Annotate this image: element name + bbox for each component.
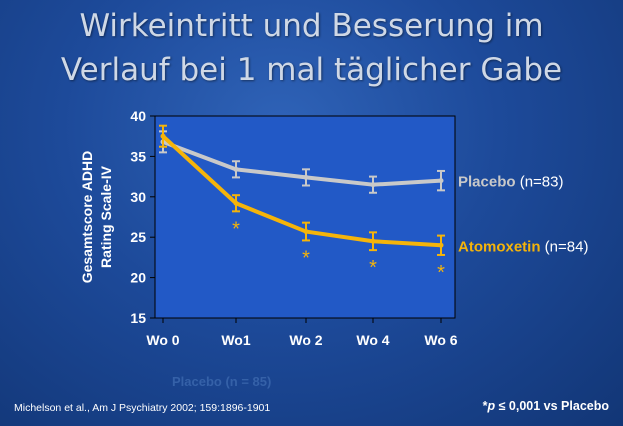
footnote-p: p <box>487 399 496 413</box>
placebo-legend-n: (n=83) <box>520 174 564 191</box>
placebo-point <box>233 166 239 172</box>
atomoxetin-point <box>233 200 239 206</box>
atomoxetin-point <box>370 238 376 244</box>
atomoxetin-significance-marker: * <box>369 257 377 279</box>
y-tick-label: 25 <box>130 229 146 245</box>
placebo-legend-label: Placebo (n=83) <box>458 174 563 191</box>
atomoxetin-legend-name: Atomoxetin <box>458 238 545 255</box>
y-axis-label-line-1: Gesamtscore ADHD <box>79 151 95 284</box>
slide-title: Wirkeintritt und Besserung im Verlauf be… <box>0 4 623 92</box>
x-tick-label: Wo1 <box>221 332 251 348</box>
placebo-point <box>438 178 444 184</box>
x-tick-label: Wo 0 <box>146 332 179 348</box>
x-tick-label: Wo 2 <box>289 332 322 348</box>
title-line-2: Verlauf bei 1 mal täglicher Gabe <box>60 52 563 88</box>
atomoxetin-point <box>303 229 309 235</box>
plot-area <box>154 115 456 319</box>
atomoxetin-point <box>160 133 166 139</box>
atomoxetin-point <box>438 242 444 248</box>
y-axis-label-line-2: Rating Scale-IV <box>98 165 114 268</box>
footnote-rest: ≤ 0,001 vs Placebo <box>495 399 609 413</box>
placebo-point <box>303 174 309 180</box>
y-axis-label: Gesamtscore ADHD Rating Scale-IV <box>79 151 114 284</box>
significance-footnote: *p ≤ 0,001 vs Placebo <box>483 399 609 413</box>
footnote-prefix: * <box>482 399 488 413</box>
placebo-legend-name: Placebo <box>458 174 520 191</box>
title-line-1: Wirkeintritt und Besserung im <box>79 8 544 44</box>
y-tick-label: 40 <box>130 108 146 124</box>
y-tick-label: 20 <box>130 270 146 286</box>
placebo-point <box>370 182 376 188</box>
y-tick-label: 30 <box>130 189 146 205</box>
x-tick-label: Wo 4 <box>356 332 389 348</box>
y-tick-label: 35 <box>130 148 146 164</box>
atomoxetin-significance-marker: * <box>302 247 310 269</box>
atomoxetin-significance-marker: * <box>437 262 445 284</box>
atomoxetin-significance-marker: * <box>232 218 240 240</box>
source-citation: Michelson et al., Am J Psychiatry 2002; … <box>14 402 271 414</box>
y-tick-label: 15 <box>130 310 146 326</box>
faded-placebo-label: Placebo (n = 85) <box>172 374 272 389</box>
atomoxetin-legend-label: Atomoxetin (n=84) <box>458 238 588 255</box>
atomoxetin-legend-n: (n=84) <box>545 238 589 255</box>
x-tick-label: Wo 6 <box>424 332 457 348</box>
